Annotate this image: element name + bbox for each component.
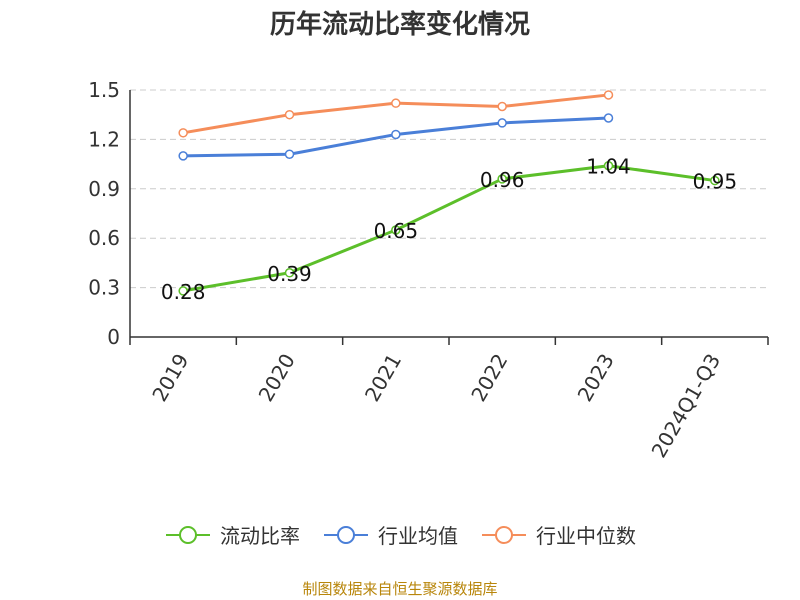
legend-label: 行业均值 [378, 524, 458, 548]
x-tick-label: 2020 [254, 350, 300, 406]
y-tick-label: 0.9 [88, 177, 120, 201]
data-point [284, 109, 295, 120]
grid-lines [130, 89, 768, 289]
x-tick-label: 2021 [360, 350, 406, 406]
data-label: 0.39 [267, 262, 312, 286]
legend-item-industry-median[interactable]: 行业中位数 [480, 520, 636, 549]
legend-marker-icon [324, 525, 368, 544]
data-point [178, 151, 188, 161]
chart-title: 历年流动比率变化情况 [269, 10, 530, 40]
legend-item-industry-mean[interactable]: 行业均值 [322, 520, 458, 549]
data-label: 0.65 [374, 219, 419, 243]
data-point [603, 160, 614, 171]
data-point [178, 286, 188, 296]
series-lines [178, 90, 720, 296]
source-note: 制图数据来自恒生聚源数据库 [302, 580, 498, 598]
x-tick-label: 2022 [466, 349, 512, 405]
data-point [710, 175, 720, 186]
data-point [284, 149, 295, 159]
data-label: 1.04 [586, 155, 631, 179]
data-point [603, 90, 614, 100]
data-point [391, 98, 401, 108]
x-tick-label: 2019 [147, 350, 193, 406]
y-tick-label: 1.2 [88, 127, 120, 151]
data-label: 0.96 [480, 168, 525, 192]
legend-label: 流动比率 [220, 524, 300, 548]
data-point [391, 225, 401, 235]
series-line [182, 164, 716, 293]
legend-label: 行业中位数 [536, 524, 636, 548]
y-tick-label: 1.5 [88, 78, 120, 102]
data-point [284, 268, 295, 278]
y-tick-label: 0.6 [88, 226, 120, 250]
data-point [497, 101, 507, 112]
y-tick-label: 0 [107, 325, 120, 349]
legend-marker-icon [166, 525, 210, 544]
data-label: 0.95 [693, 170, 738, 194]
x-tick-label: 2023 [573, 350, 619, 406]
data-point [497, 174, 507, 184]
legend: 流动比率 行业均值 行业中位数 [0, 520, 800, 549]
data-labels: 0.28 0.39 0.65 0.96 1.04 0.95 [161, 155, 737, 304]
legend-marker-icon [482, 525, 526, 544]
data-label: 0.28 [161, 280, 206, 304]
data-point [391, 129, 401, 140]
y-tick-label: 0.3 [88, 276, 120, 300]
data-point [497, 118, 507, 128]
legend-item-current-ratio[interactable]: 流动比率 [164, 520, 300, 549]
axes: 0 0.3 0.6 0.9 1.2 1.5 2019 2020 2021 2022 2023 2024… [88, 78, 769, 462]
x-tick-label: 2024Q1-Q3 [646, 350, 725, 462]
data-point [603, 113, 614, 123]
data-point [178, 128, 188, 138]
